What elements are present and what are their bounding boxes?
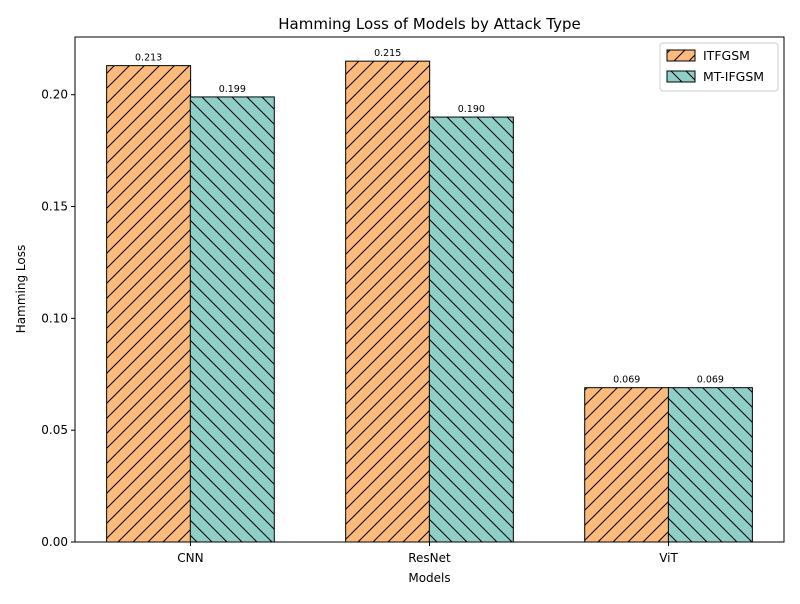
bar-value-label: 0.213 — [135, 53, 162, 64]
x-tick-label: CNN — [177, 551, 203, 565]
legend-swatch-hatch — [666, 70, 696, 83]
bar-hatch-itfgsm-vit — [584, 387, 670, 543]
y-axis-label: Hamming Loss — [14, 245, 28, 333]
x-tick-label: ViT — [659, 551, 678, 565]
bar-hatch-itfgsm-cnn — [106, 65, 192, 543]
x-axis-label: Models — [408, 571, 450, 585]
bar-value-label: 0.069 — [697, 375, 724, 386]
legend-label: MT-IFGSM — [703, 69, 764, 84]
bar-hatch-itfgsm-resnet — [345, 60, 431, 543]
legend-label: ITFGSM — [703, 48, 750, 63]
y-tick-label: 0.15 — [41, 200, 68, 214]
bar-value-label: 0.199 — [219, 84, 246, 95]
bar-value-label: 0.190 — [458, 104, 485, 115]
legend-swatch-hatch — [666, 49, 696, 62]
x-tick-label: ResNet — [408, 551, 451, 565]
bar-value-label: 0.069 — [613, 375, 640, 386]
bar-hatch-mt-ifgsm-cnn — [189, 96, 275, 543]
y-tick-label: 0.20 — [41, 88, 68, 102]
bar-hatch-mt-ifgsm-vit — [667, 387, 753, 543]
bar-hatch-mt-ifgsm-resnet — [428, 116, 514, 543]
bar-value-label: 0.215 — [374, 48, 401, 59]
y-tick-label: 0.10 — [41, 311, 68, 325]
chart-title: Hamming Loss of Models by Attack Type — [278, 15, 580, 33]
y-tick-label: 0.05 — [41, 423, 68, 437]
y-tick-label: 0.00 — [41, 535, 68, 549]
